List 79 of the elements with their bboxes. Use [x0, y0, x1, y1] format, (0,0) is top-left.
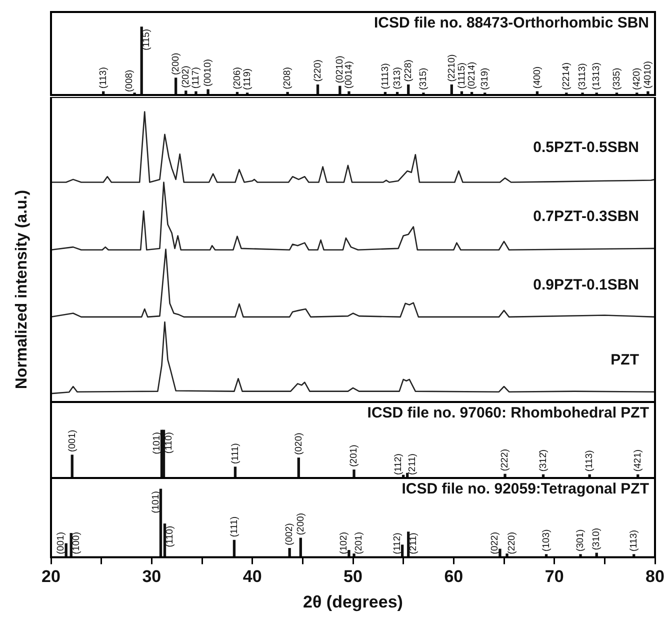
annotation: (228) [402, 60, 414, 82]
annotation: (111) [228, 516, 240, 538]
x-tick-label: 50 [344, 567, 362, 586]
annotation: (301) [575, 529, 586, 552]
annotation: (113) [98, 67, 109, 89]
annotation: (201) [354, 532, 365, 554]
bar [352, 470, 356, 478]
bar [297, 458, 300, 478]
x-axis-title: 2θ (degrees) [303, 592, 403, 612]
annotation: (008) [124, 70, 136, 92]
annotation: (4010) [642, 61, 654, 89]
annotation: (101) [151, 432, 162, 454]
bar [70, 454, 74, 478]
annotation: (420) [632, 68, 643, 90]
series-label: PZT [610, 352, 639, 368]
annotation: (421) [632, 449, 644, 472]
annotation: (208) [282, 67, 294, 90]
annotation: (102) [338, 532, 350, 554]
annotation: (222) [500, 448, 511, 472]
annotation: (313) [392, 67, 403, 90]
annotation: (001) [66, 430, 78, 452]
annotation: (315) [418, 68, 430, 90]
annotation: (211) [406, 454, 418, 475]
annotation: (0210) [334, 56, 346, 84]
annotation: (200) [170, 52, 182, 75]
series-label: 0.7PZT-0.3SBN [533, 208, 639, 226]
annotation: (211) [408, 532, 419, 554]
annotation: (001) [56, 532, 67, 554]
annotation: (310) [591, 528, 602, 550]
annotation: (1115) [456, 62, 468, 89]
annotation: (110) [164, 526, 176, 548]
series-label: 0.5PZT-0.5SBN [533, 139, 639, 156]
annotation: (100) [70, 532, 82, 554]
annotation: (103) [540, 529, 552, 552]
annotation: (400) [532, 66, 543, 89]
annotation: (319) [480, 68, 490, 90]
annotation: (1313) [591, 62, 602, 90]
annotation: (220) [312, 60, 324, 82]
annotation: (002) [284, 523, 296, 546]
chart-title: ICSD file no. 92059:Tetragonal PZT [402, 480, 649, 498]
annotation: (113) [584, 450, 596, 472]
annotation: (020) [293, 432, 304, 455]
annotation: (110) [163, 432, 174, 454]
x-tick-label: 40 [242, 567, 262, 586]
annotation: (111) [230, 443, 241, 464]
annotation: (112) [392, 454, 404, 475]
annotation: (201) [348, 444, 360, 467]
annotation: (117) [190, 67, 202, 89]
bar [206, 89, 210, 95]
annotation: (335) [611, 68, 622, 90]
chart-title: ICSD file no. 97060: Rhombohedral PZT [367, 404, 649, 422]
annotation: (119) [242, 68, 253, 90]
annotation: (0010) [202, 59, 214, 87]
annotation: (1113) [380, 63, 391, 90]
x-tick-label: 20 [42, 567, 60, 586]
annotation: (115) [141, 28, 152, 50]
annotation: (0014) [344, 61, 355, 89]
annotation: (101) [150, 491, 162, 514]
annotation: (202) [180, 66, 192, 88]
annotation: (220) [506, 532, 518, 554]
annotation: (200) [295, 512, 306, 536]
bar [159, 488, 162, 558]
annotation: (2210) [446, 54, 458, 82]
annotation: (2214) [561, 62, 572, 90]
annotation: (0214) [466, 62, 478, 90]
x-tick-label: 30 [142, 567, 162, 586]
x-tick-label: 60 [444, 567, 464, 586]
x-tick-label: 80 [646, 567, 664, 586]
annotation: (113) [628, 530, 640, 552]
bar [498, 548, 502, 558]
annotation: (022) [490, 532, 501, 554]
x-tick-label: 70 [544, 567, 564, 586]
annotation: (3113) [577, 63, 588, 90]
series-label: 0.9PZT-0.1SBN [533, 276, 639, 294]
annotation: (312̄) [538, 449, 549, 472]
y-axis-title: Normalized intensity (a.u.) [13, 190, 30, 390]
annotation: (206) [232, 67, 243, 90]
annotation: (112) [392, 532, 403, 554]
chart-title: ICSD file no. 88473-Orthorhombic SBN [374, 14, 649, 32]
